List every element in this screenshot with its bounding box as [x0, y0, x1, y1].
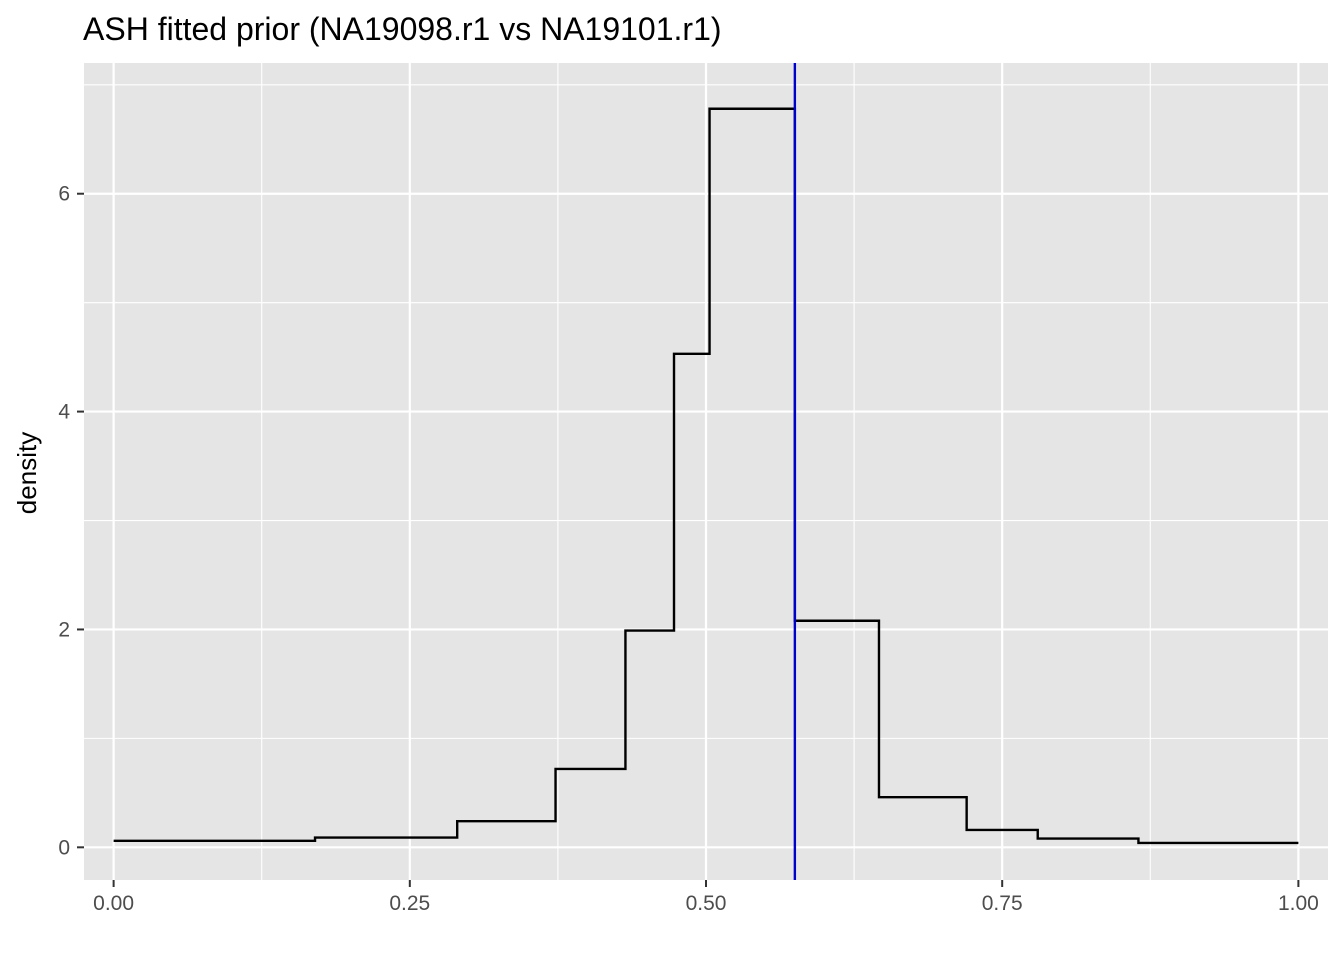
y-tick-label: 6	[58, 183, 70, 206]
y-tick-label: 4	[58, 401, 70, 424]
major-gridlines	[84, 63, 1328, 880]
y-axis-title: density	[12, 432, 42, 514]
density-step-line	[113, 107, 1299, 845]
x-tick-label: 0.25	[389, 892, 430, 915]
chart-title: ASH fitted prior (NA19098.r1 vs NA19101.…	[83, 11, 722, 47]
x-tick-label: 1.00	[1278, 892, 1319, 915]
x-axis: 0.00 0.25 0.50 0.75 1.00	[93, 880, 1319, 915]
x-tick-label: 0.00	[93, 892, 134, 915]
y-axis: 0 2 4 6	[58, 183, 84, 859]
x-tick-label: 0.75	[982, 892, 1023, 915]
x-tick-label: 0.50	[686, 892, 727, 915]
y-tick-label: 2	[58, 618, 70, 641]
y-tick-label: 0	[58, 836, 70, 859]
